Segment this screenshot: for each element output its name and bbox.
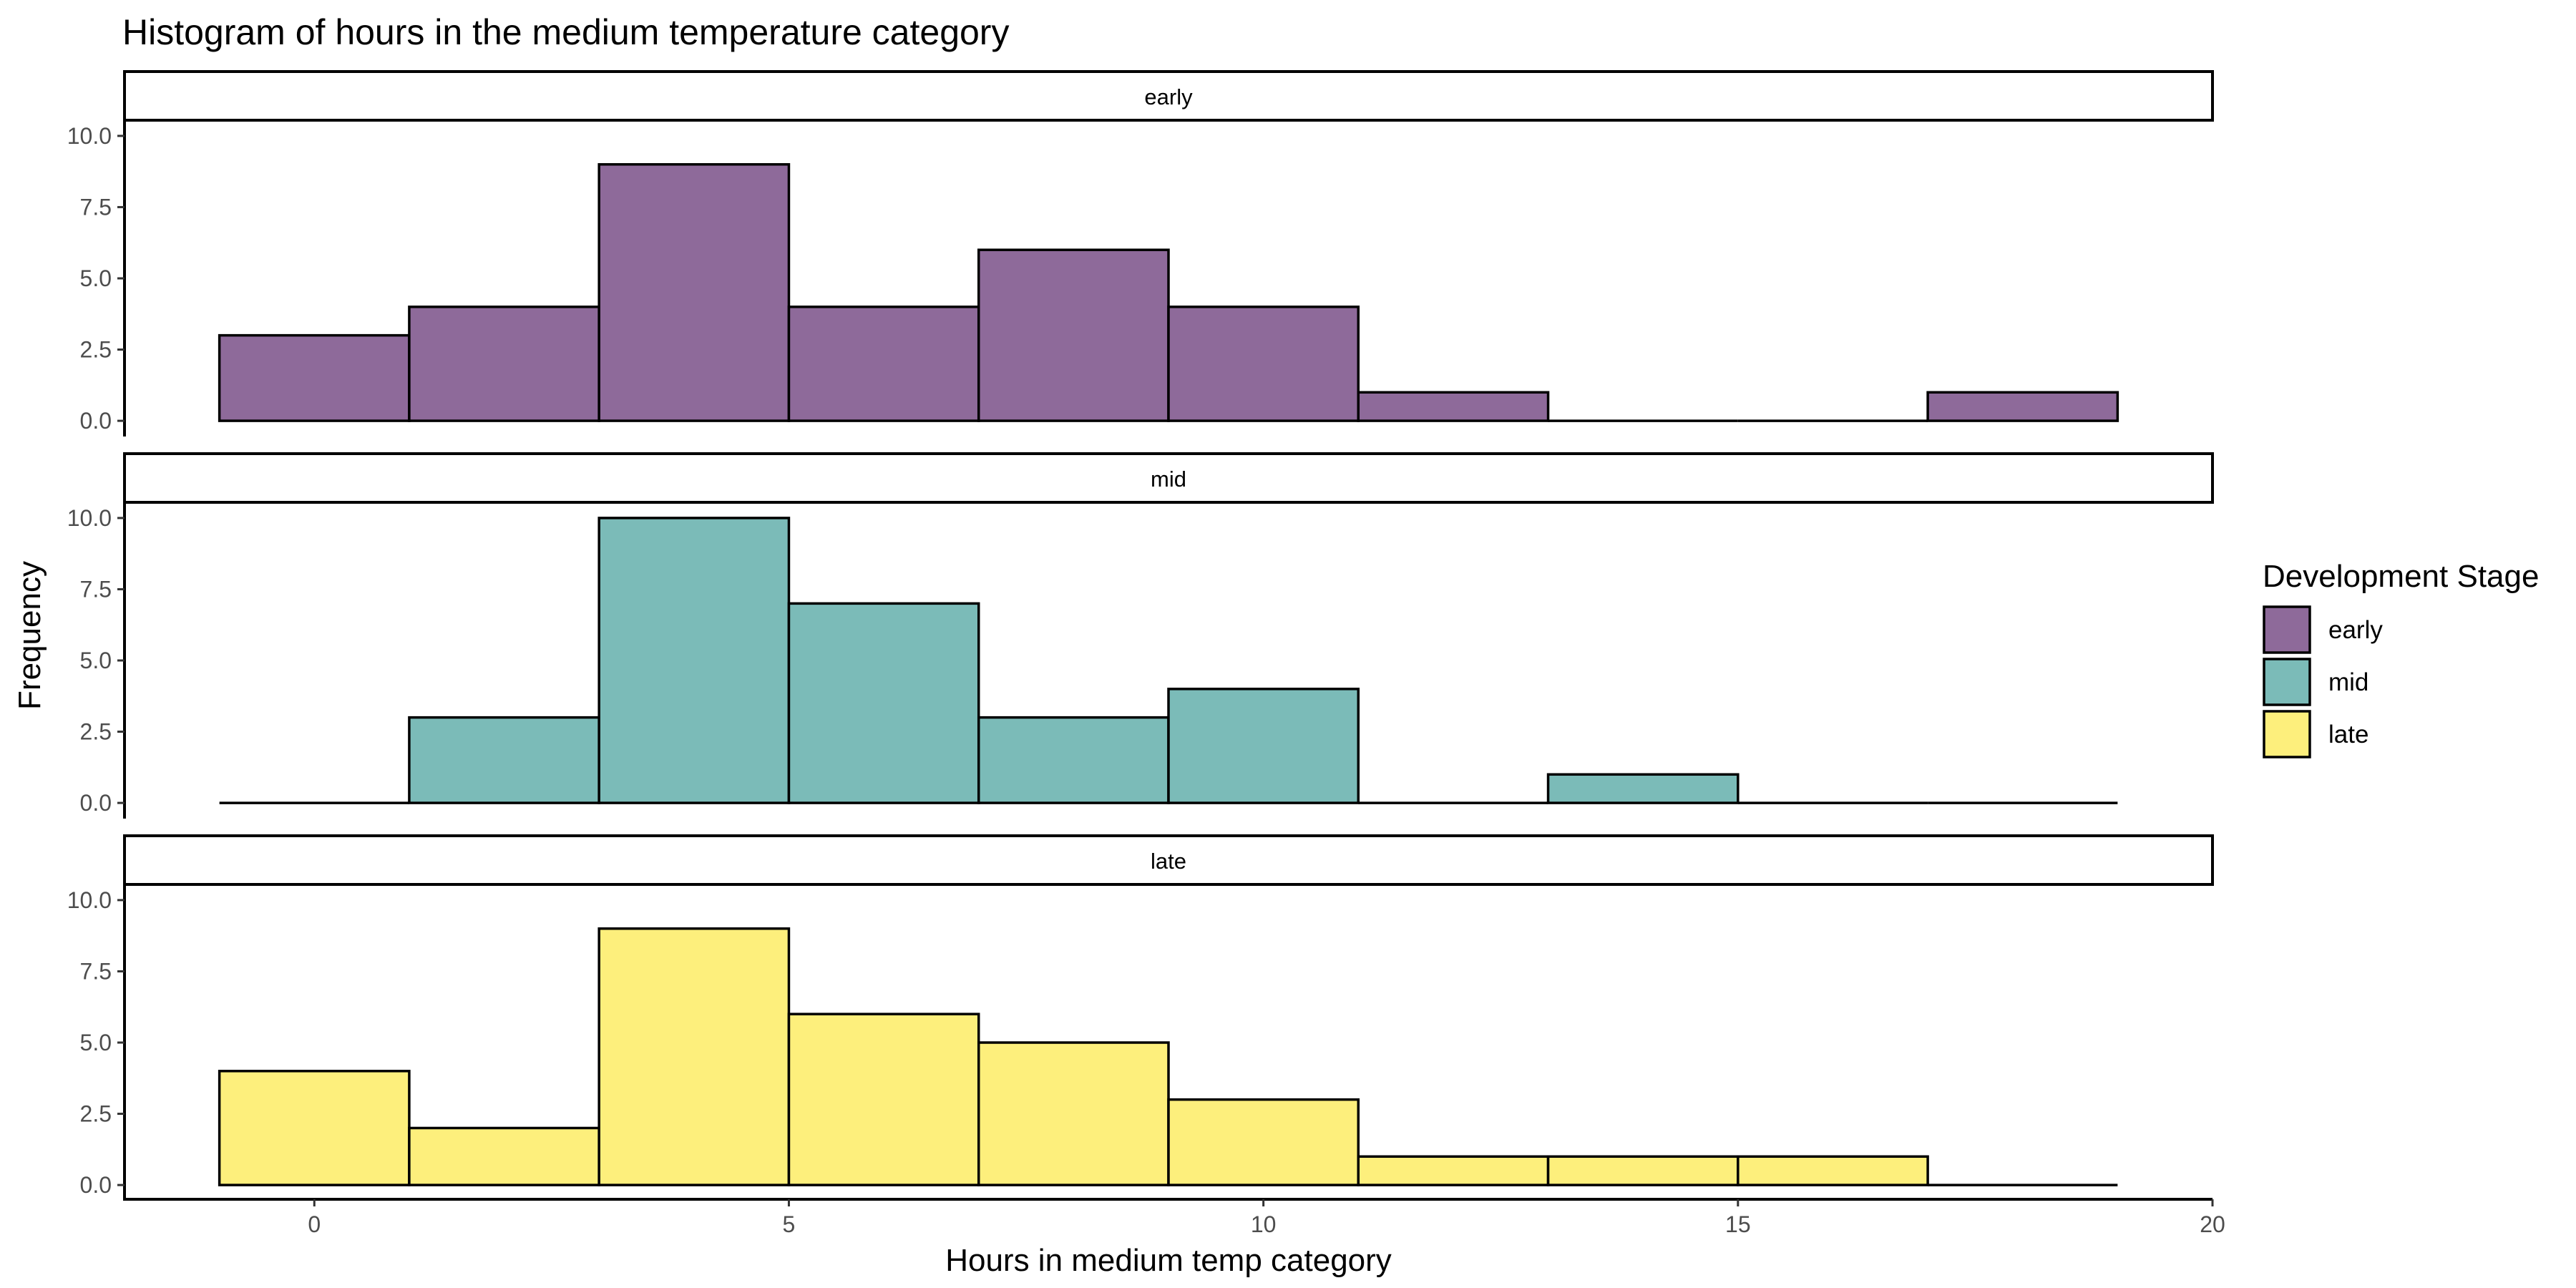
histogram-bar [597,927,791,1186]
y-tick-label: 0.0 [80,1172,112,1198]
legend-key-late [2263,710,2311,758]
histogram-bar [597,517,791,804]
y-tick-label: 10.0 [67,123,112,149]
histogram-bar [1546,1155,1740,1186]
facet-panel-early: early 0.0 2.5 5.0 7.5 10.0 [67,70,2214,436]
facet-panel-late: late 0.0 2.5 5.0 7.5 10.0 [67,834,2214,1201]
y-tick-label: 7.5 [80,958,112,984]
facet-strip [123,452,2214,504]
facet-strip-label: late [1151,849,1186,874]
histogram-bar [218,1070,411,1186]
histogram-bar [1737,1155,1929,1186]
histogram-bar [1357,1155,1550,1186]
histogram-bar [1167,688,1360,804]
y-tick-label: 10.0 [67,887,112,913]
histogram-bar [977,1041,1170,1186]
histogram-bar [1926,391,2119,422]
histogram-bar [1546,773,1740,804]
histogram-bar [1167,1098,1360,1186]
facet-panel-mid: mid 0.0 2.5 5.0 7.5 10.0 [67,452,2214,819]
y-tick-label: 5.0 [80,265,112,291]
histogram-bar [218,333,411,422]
histogram-bar [787,602,980,804]
facet-strip [123,834,2214,886]
histogram-bar [408,306,600,422]
histogram-bar [787,306,980,422]
legend-key-mid [2263,658,2311,706]
histogram-bar [787,1013,980,1186]
legend-label: mid [2328,668,2368,696]
histogram-bar [408,716,600,804]
y-tick-label: 5.0 [80,1030,112,1055]
legend-label: early [2328,616,2383,644]
x-tick-label: 10 [1251,1211,1277,1237]
facet-panels: early 0.0 2.5 5.0 7.5 10.0 mid 0.0 2.5 5.0 7.5 10.0… [67,70,2214,1201]
y-axis-title: Frequency [12,561,47,710]
y-tick-label: 7.5 [80,576,112,602]
x-tick-label: 15 [1725,1211,1751,1237]
x-axis-title: Hours in medium temp category [945,1243,1392,1278]
histogram-bar [408,1126,600,1186]
y-tick-label: 2.5 [80,1101,112,1127]
histogram-bar [977,716,1170,804]
facet-strip-label: early [1144,84,1193,109]
y-tick-label: 0.0 [80,408,112,434]
legend-label: late [2328,721,2368,748]
histogram-bar [1357,391,1550,422]
histogram-bar [597,162,791,422]
x-tick-label: 5 [783,1211,796,1237]
y-tick-label: 2.5 [80,719,112,745]
y-tick-label: 7.5 [80,194,112,220]
histogram-bar [977,248,1170,422]
y-tick-label: 0.0 [80,790,112,816]
x-axis: 0 5 10 15 20 [123,1198,2225,1237]
facet-strip-label: mid [1151,467,1186,492]
x-tick-label: 0 [308,1211,321,1237]
y-tick-label: 5.0 [80,648,112,673]
legend: Development Stage early mid late [2263,559,2539,758]
histogram-bar [1167,306,1360,422]
y-tick-label: 2.5 [80,337,112,363]
legend-title: Development Stage [2263,559,2539,594]
x-tick-label: 20 [2200,1211,2225,1237]
legend-key-early [2263,605,2311,654]
y-tick-label: 10.0 [67,505,112,531]
chart-title: Histogram of hours in the medium tempera… [122,12,1010,52]
facet-strip [123,70,2214,122]
